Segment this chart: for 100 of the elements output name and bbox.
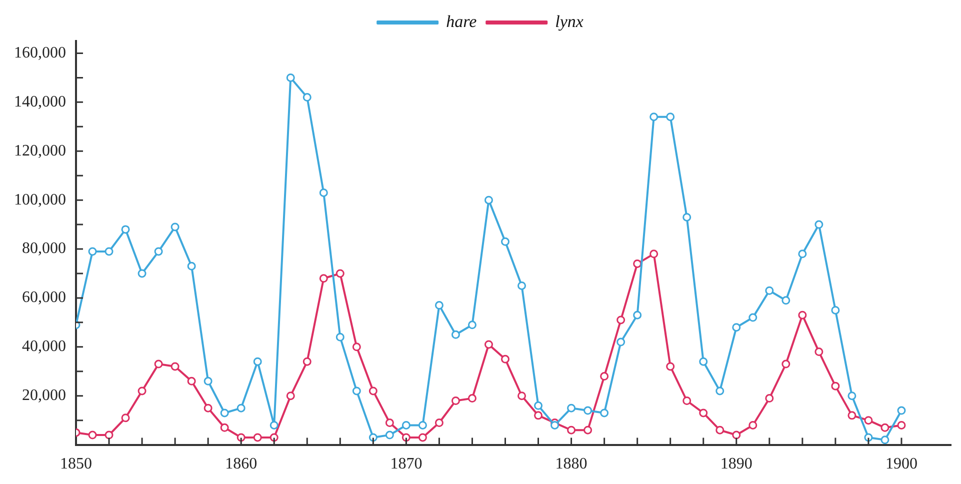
- point: [253, 357, 262, 366]
- point: [352, 386, 361, 396]
- point: [302, 93, 312, 102]
- point: [650, 112, 658, 122]
- point: [500, 237, 510, 246]
- point: [385, 418, 394, 428]
- point: [484, 340, 493, 349]
- point: [336, 332, 344, 342]
- point: [600, 372, 609, 381]
- point: [666, 362, 675, 371]
- x-tick-label: 1900: [885, 456, 918, 473]
- point: [286, 392, 295, 400]
- point: [170, 362, 180, 371]
- point: [187, 376, 196, 386]
- point: [368, 433, 378, 442]
- y-tick-label: 80,000: [22, 240, 66, 258]
- point: [699, 408, 708, 418]
- point: [584, 426, 592, 434]
- point: [220, 423, 229, 432]
- point: [633, 310, 642, 320]
- point: [716, 426, 724, 434]
- x-tick-label: 1860: [225, 456, 258, 473]
- point: [682, 212, 692, 222]
- point: [567, 404, 576, 412]
- point: [418, 420, 427, 430]
- point: [484, 196, 493, 204]
- point: [765, 394, 774, 403]
- point: [782, 360, 790, 368]
- point: [633, 259, 642, 268]
- point: [154, 360, 163, 368]
- point: [831, 306, 840, 314]
- point: [880, 436, 890, 444]
- point: [434, 301, 444, 310]
- point: [584, 406, 592, 415]
- point: [138, 386, 146, 396]
- point: [451, 330, 460, 339]
- point: [500, 354, 510, 364]
- point: [518, 281, 526, 290]
- point: [567, 426, 576, 434]
- point: [138, 269, 146, 278]
- point: [600, 408, 609, 418]
- point: [650, 250, 658, 258]
- legend-label: hare: [446, 12, 478, 31]
- point: [798, 250, 807, 258]
- point: [748, 313, 758, 322]
- point: [253, 433, 262, 442]
- point: [451, 396, 460, 405]
- point: [864, 416, 873, 425]
- point: [187, 262, 196, 270]
- point: [88, 247, 97, 256]
- x-tick-label: 1870: [390, 456, 422, 473]
- point: [402, 420, 410, 430]
- point: [434, 418, 444, 428]
- y-tick-label: 40,000: [22, 338, 66, 356]
- point: [798, 310, 807, 320]
- point: [748, 420, 758, 430]
- point: [418, 433, 427, 442]
- y-tick-label: 120,000: [14, 142, 66, 160]
- point: [204, 404, 212, 412]
- point: [848, 392, 856, 400]
- point: [270, 420, 278, 430]
- point: [814, 348, 824, 356]
- point: [336, 269, 344, 278]
- point: [286, 73, 295, 82]
- point: [732, 323, 741, 332]
- y-tick-label: 140,000: [14, 93, 66, 110]
- y-tick-label: 60,000: [22, 289, 66, 306]
- point: [121, 225, 130, 234]
- point: [534, 401, 543, 410]
- point: [204, 376, 212, 386]
- point: [782, 296, 790, 305]
- point: [385, 430, 394, 440]
- point: [319, 188, 328, 197]
- point: [897, 420, 906, 430]
- point: [716, 386, 724, 396]
- y-tick-label: 160,000: [14, 44, 66, 62]
- y-tick-label: 20,000: [22, 387, 66, 404]
- point: [666, 112, 675, 122]
- point: [848, 411, 856, 420]
- point: [699, 357, 708, 366]
- point: [270, 433, 278, 442]
- point: [88, 430, 97, 440]
- point: [236, 404, 246, 412]
- point: [534, 411, 543, 420]
- point: [236, 433, 246, 442]
- point: [104, 247, 114, 256]
- point: [880, 423, 890, 432]
- point: [616, 316, 626, 324]
- x-tick-label: 1850: [60, 456, 92, 473]
- point: [616, 338, 626, 346]
- point: [682, 396, 692, 405]
- point: [468, 320, 476, 330]
- point: [319, 274, 328, 283]
- legend-label: lynx: [555, 12, 584, 31]
- y-tick-label: 100,000: [14, 191, 66, 208]
- x-tick-label: 1890: [720, 456, 752, 473]
- point: [814, 220, 824, 229]
- x-tick-label: 1880: [555, 456, 588, 473]
- point: [402, 433, 410, 442]
- point: [220, 408, 229, 418]
